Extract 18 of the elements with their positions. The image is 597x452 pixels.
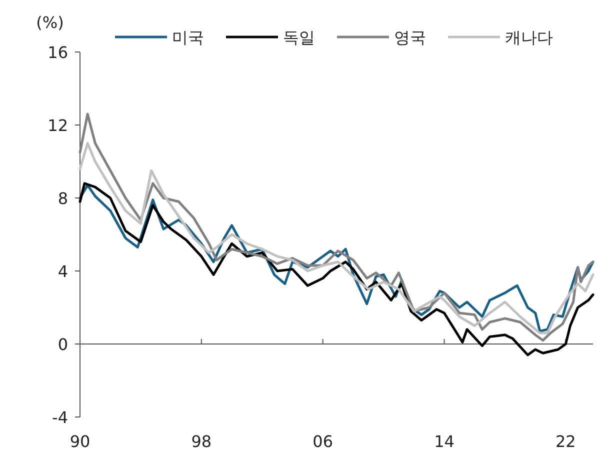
y-tick-label: 16 bbox=[48, 43, 68, 62]
x-tick-label: 14 bbox=[434, 432, 454, 451]
line-series bbox=[78, 142, 594, 334]
y-tick-label: 0 bbox=[58, 335, 68, 354]
y-tick-label: 4 bbox=[58, 262, 68, 281]
y-tick-label: 8 bbox=[58, 189, 68, 208]
legend-label: 캐나다 bbox=[505, 28, 553, 47]
legend-label: 영국 bbox=[394, 28, 426, 47]
x-tick-label: 22 bbox=[556, 432, 576, 451]
x-tick-label: 06 bbox=[312, 432, 334, 451]
x-tick-label: 90 bbox=[70, 432, 90, 451]
y-tick-label: -4 bbox=[52, 408, 68, 427]
legend-label: 독일 bbox=[283, 28, 315, 47]
legend-label: 미국 bbox=[172, 28, 204, 47]
x-tick-label: 98 bbox=[191, 432, 212, 451]
y-tick-label: 12 bbox=[48, 116, 68, 135]
line-series bbox=[78, 112, 594, 342]
y-axis-title: (%) bbox=[36, 13, 64, 32]
